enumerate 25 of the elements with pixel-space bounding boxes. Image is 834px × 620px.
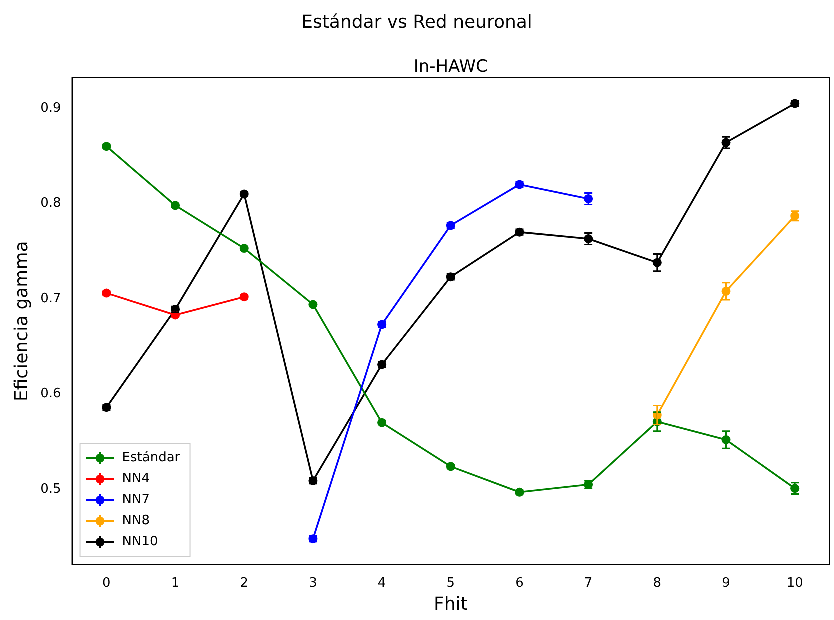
- x-tick-label: 4: [378, 576, 386, 591]
- x-tick-label: 0: [102, 576, 111, 591]
- x-tick-label: 8: [653, 576, 662, 591]
- x-tick-label: 9: [722, 576, 730, 591]
- x-tick-label: 3: [309, 576, 318, 591]
- chart-title: Estándar vs Red neuronal: [302, 12, 532, 33]
- y-axis-title: Eficiencia gamma: [11, 241, 32, 402]
- x-tick-label: 5: [446, 576, 456, 591]
- legend-label: Estándar: [122, 450, 181, 466]
- y-tick-label: 0.6: [40, 386, 62, 402]
- y-tick-label: 0.7: [40, 291, 62, 306]
- y-tick-label: 0.8: [40, 196, 62, 212]
- legend-label: NN4: [122, 472, 150, 487]
- x-tick-label: 6: [516, 576, 524, 591]
- x-tick-label: 2: [240, 576, 249, 591]
- chart-subtitle: In-HAWC: [414, 57, 488, 77]
- legend-label: NN7: [122, 492, 150, 508]
- x-tick-label: 1: [171, 576, 180, 591]
- legend-label: NN10: [122, 534, 158, 550]
- x-tick-label: 7: [584, 576, 593, 591]
- x-tick-label: 10: [786, 576, 804, 591]
- y-tick-label: 0.9: [40, 100, 62, 116]
- legend-label: NN8: [122, 514, 150, 529]
- y-tick-label: 0.5: [40, 482, 62, 497]
- x-axis-title: Fhit: [434, 594, 468, 615]
